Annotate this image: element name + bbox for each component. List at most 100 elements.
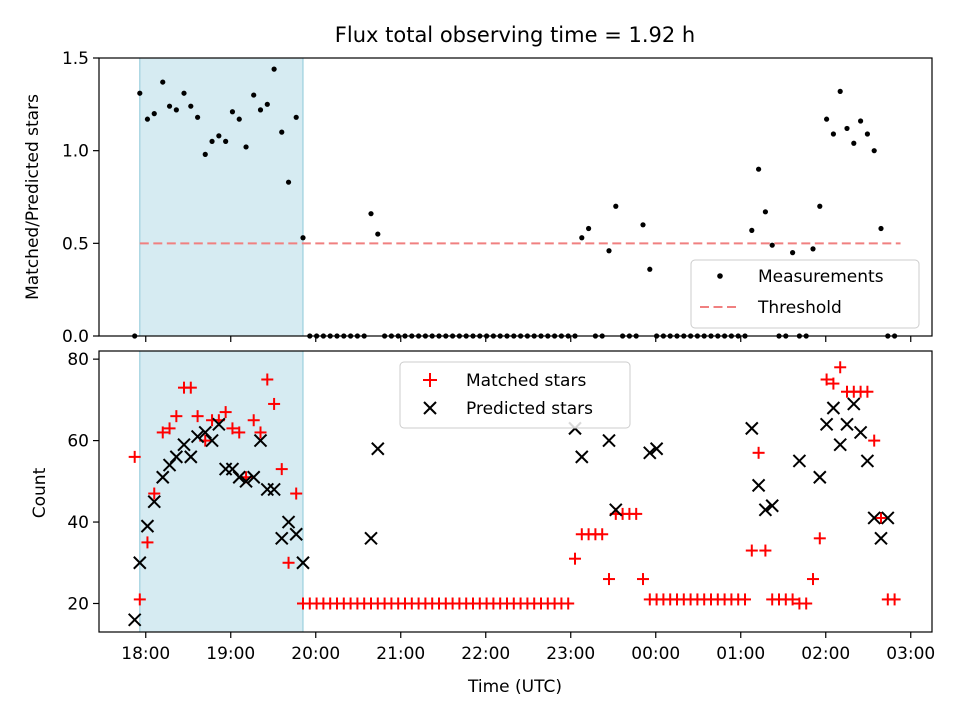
predicted-star-stroke: [792, 454, 807, 468]
top-x-ticks: [145, 336, 912, 342]
measurement-point: [160, 79, 166, 85]
predicted-star-stroke: [267, 482, 281, 497]
measurement-point: [756, 166, 762, 172]
predicted-star-stroke: [765, 499, 779, 513]
measurement-point: [293, 114, 299, 120]
predicted-star-point: [833, 437, 847, 452]
predicted-star-stroke: [609, 503, 623, 517]
observing-window-span-bottom: [139, 350, 304, 633]
predicted-star-point: [853, 425, 868, 440]
predicted-star-point: [267, 482, 281, 497]
matched-star-point: [163, 422, 176, 435]
predicted-star-stroke: [575, 450, 589, 464]
measurement-point: [858, 118, 864, 124]
measurement-point: [368, 211, 374, 217]
measurement-point: [606, 248, 612, 254]
measurement-point: [375, 231, 381, 237]
predicted-star-point: [575, 450, 589, 464]
predicted-star-stroke: [156, 470, 170, 484]
measurement-point: [137, 90, 143, 96]
measurement-point: [236, 116, 242, 122]
legend-matched-marker: [423, 373, 437, 387]
predicted-star-point: [602, 433, 616, 448]
legend-predicted-label: Predicted stars: [466, 399, 593, 419]
predicted-star-stroke: [184, 450, 198, 464]
measurement-point: [166, 103, 173, 109]
matched-star-point: [739, 593, 751, 606]
predicted-star-point: [751, 478, 766, 493]
matched-star-point: [141, 536, 154, 549]
top-y-tick-label: 1.0: [62, 142, 89, 162]
predicted-star-point: [184, 450, 198, 464]
predicted-star-point: [867, 511, 881, 525]
predicted-star-stroke: [847, 397, 861, 411]
predicted-star-stroke: [296, 556, 310, 570]
predicted-star-point: [758, 503, 773, 517]
x-tick-label: 18:00: [121, 644, 170, 664]
measurement-point: [173, 107, 179, 113]
top-legend: Measurements Threshold: [690, 259, 920, 329]
matched-star-point: [813, 532, 826, 545]
predicted-star-stroke: [239, 474, 253, 489]
measurement-point: [844, 125, 850, 132]
measurement-point: [851, 140, 857, 146]
predicted-star-stroke: [867, 511, 881, 525]
matched-star-point: [226, 422, 239, 435]
matched-star-point: [759, 544, 772, 557]
matched-star-point: [630, 507, 643, 520]
matched-stars-points: [128, 361, 901, 610]
predicted-stars-points: [127, 397, 895, 627]
measurement-point: [837, 88, 843, 94]
predicted-star-stroke: [602, 433, 616, 448]
matched-star-point: [596, 528, 609, 541]
predicted-star-stroke: [281, 515, 296, 529]
bottom-y-axis: 20 40 60 80: [67, 350, 99, 614]
predicted-star-point: [643, 446, 657, 460]
observing-window-span: [139, 57, 304, 337]
measurement-point: [264, 101, 270, 107]
legend-threshold-label: Threshold: [757, 298, 842, 318]
predicted-star-point: [275, 531, 289, 546]
matched-star-point: [133, 593, 146, 606]
x-tick-label: 00:00: [631, 644, 680, 664]
predicted-star-point: [246, 470, 261, 484]
measurement-point: [279, 129, 285, 135]
matched-star-point: [562, 597, 575, 610]
predicted-star-stroke: [177, 437, 191, 452]
predicted-star-stroke: [758, 503, 773, 517]
matched-star-point: [219, 406, 232, 419]
predicted-star-point: [840, 417, 854, 432]
predicted-star-stroke: [289, 527, 303, 541]
measurement-point: [209, 138, 215, 144]
measurement-point: [151, 111, 157, 117]
matched-star-point: [807, 573, 819, 586]
predicted-star-point: [881, 511, 895, 525]
matched-star-point: [148, 487, 161, 500]
predicted-star-stroke: [813, 470, 827, 484]
matched-star-point: [834, 361, 847, 374]
measurement-point: [586, 225, 592, 232]
predicted-star-point: [826, 401, 841, 415]
matched-star-point: [170, 410, 183, 423]
measurement-point: [790, 250, 796, 256]
x-tick-label: 02:00: [801, 644, 850, 664]
predicted-star-stroke: [364, 531, 378, 546]
matched-star-point: [637, 573, 649, 586]
bottom-legend-box: [399, 361, 631, 429]
matched-star-point: [247, 414, 260, 427]
predicted-star-stroke: [133, 556, 147, 570]
matched-star-point: [827, 377, 840, 390]
bottom-y-axis-label: Count: [30, 467, 50, 518]
measurement-point: [300, 235, 306, 241]
top-y-axis: 0.0 0.5 1.0 1.5: [62, 49, 99, 347]
measurement-point: [769, 242, 775, 248]
predicted-star-point: [169, 450, 184, 464]
predicted-star-point: [364, 531, 378, 546]
top-y-tick-label: 0.5: [62, 234, 89, 254]
measurement-point: [613, 203, 619, 209]
x-tick-label: 23:00: [546, 644, 595, 664]
measurement-point: [830, 131, 837, 137]
predicted-star-point: [232, 470, 246, 484]
predicted-star-point: [205, 433, 219, 448]
x-tick-label: 01:00: [716, 644, 765, 664]
